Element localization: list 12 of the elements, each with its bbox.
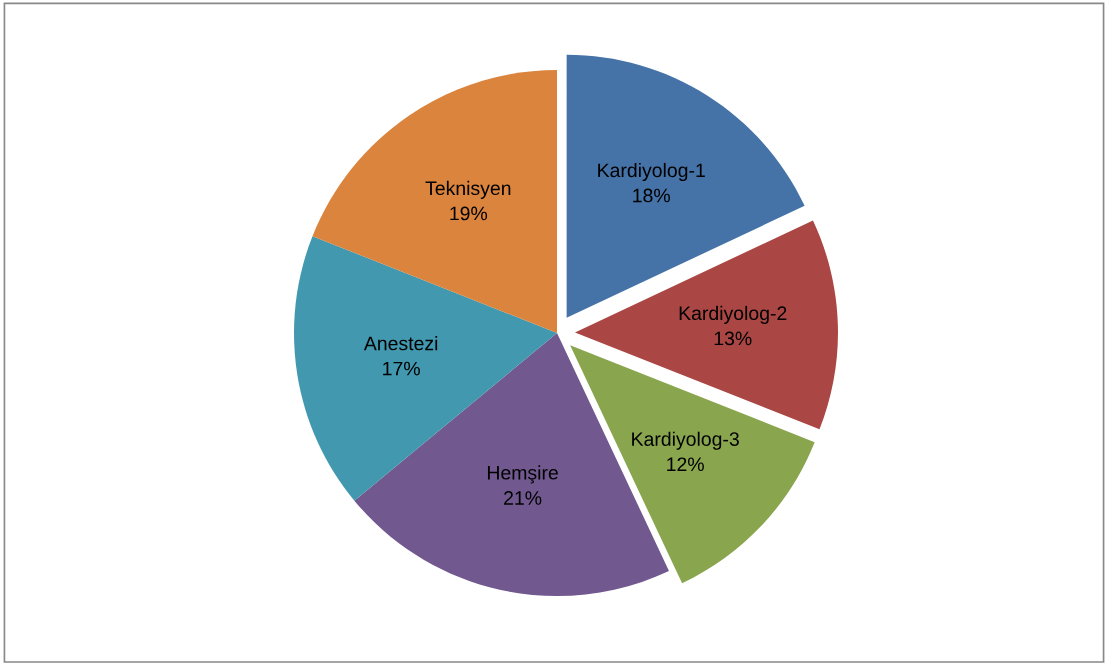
slice-label: Anestezi	[363, 336, 438, 351]
data-label: 17%	[383, 361, 420, 376]
data-label: 18%	[633, 188, 670, 203]
data-label: 12%	[667, 457, 704, 472]
slice-label: Teknisyen	[425, 180, 511, 199]
slice-label: Kardiyolog-3	[632, 431, 739, 450]
slice-label: Kardiyolog-1	[598, 162, 705, 182]
data-label: 13%	[714, 331, 752, 346]
slice-label: Hemşire	[487, 465, 558, 484]
data-label: 19%	[450, 206, 488, 221]
slice-label: Kardiyolog-2	[679, 305, 787, 324]
data-label: 21%	[504, 491, 542, 505]
